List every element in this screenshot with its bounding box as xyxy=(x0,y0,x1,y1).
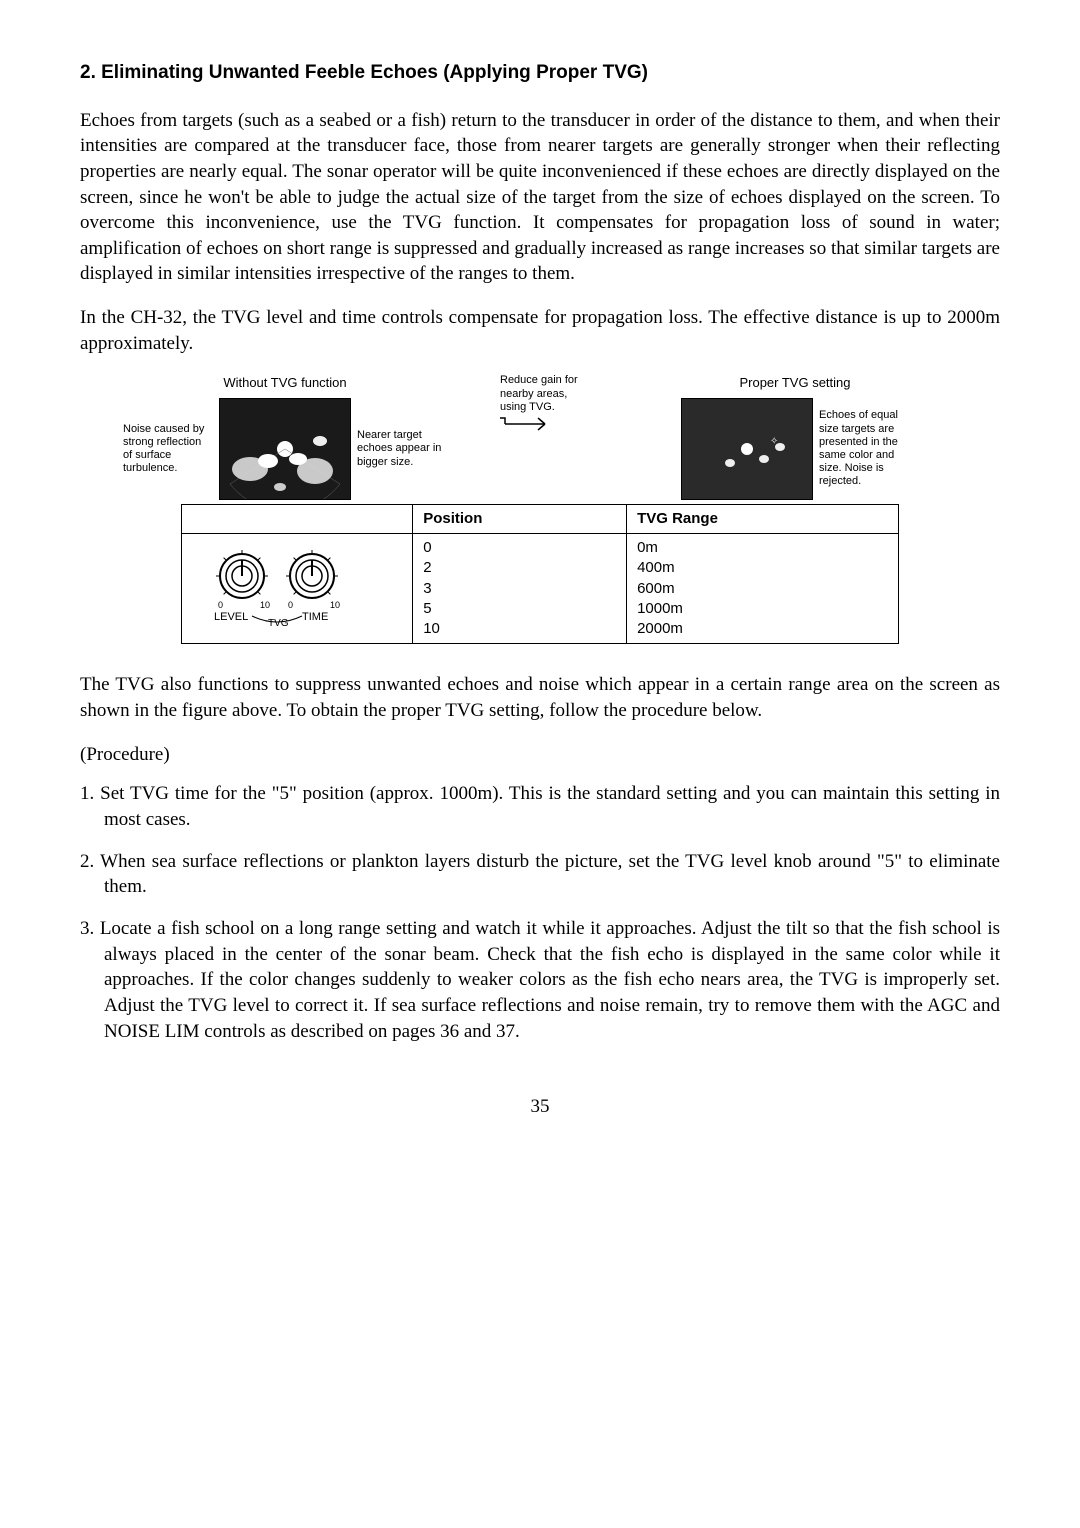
table-header-range: TVG Range xyxy=(627,504,899,533)
sonar-left-svg xyxy=(220,399,350,499)
tick-0-left: 0 xyxy=(218,600,223,610)
level-knob-icon xyxy=(216,550,268,598)
section-heading: 2. Eliminating Unwanted Feeble Echoes (A… xyxy=(80,60,1000,86)
arrow-icon xyxy=(500,414,560,434)
paragraph-suppress: The TVG also functions to suppress unwan… xyxy=(80,672,1000,723)
time-knob-icon xyxy=(286,550,338,598)
figure-without-tvg: Without TVG function Noise caused by str… xyxy=(80,374,490,500)
table-cell-knobs: 0 10 0 10 LEVEL TIME TVG xyxy=(182,534,413,644)
paragraph-ch32: In the CH-32, the TVG level and time con… xyxy=(80,305,1000,356)
table-header-blank xyxy=(182,504,413,533)
label-tvg: TVG xyxy=(268,618,289,628)
sonar-display-right: ✧ xyxy=(681,398,813,500)
procedure-step-2: 2. When sea surface reflections or plank… xyxy=(80,849,1000,900)
tick-0-right: 0 xyxy=(288,600,293,610)
label-reduce-gain: Reduce gain for nearby areas, using TVG. xyxy=(500,374,580,438)
procedure-step-3: 3. Locate a fish school on a long range … xyxy=(80,916,1000,1044)
table-header-position: Position xyxy=(413,504,627,533)
sonar-right-svg: ✧ xyxy=(682,399,812,499)
figure-proper-tvg: Proper TVG setting ✧ Echoes of equal siz… xyxy=(590,374,1000,500)
sonar-display-left xyxy=(219,398,351,500)
paragraph-intro: Echoes from targets (such as a seabed or… xyxy=(80,108,1000,287)
tvg-range-table: Position TVG Range xyxy=(181,504,899,645)
caption-without-tvg: Without TVG function xyxy=(223,374,346,392)
tick-10-left: 10 xyxy=(260,600,270,610)
tvg-figure: Without TVG function Noise caused by str… xyxy=(80,374,1000,500)
tick-10-right: 10 xyxy=(330,600,340,610)
table-cell-positions: 0 2 3 5 10 xyxy=(413,534,627,644)
label-equal-echoes: Echoes of equal size targets are present… xyxy=(819,409,909,488)
page-number: 35 xyxy=(80,1094,1000,1120)
procedure-heading: (Procedure) xyxy=(80,742,1000,768)
caption-proper-tvg: Proper TVG setting xyxy=(739,374,850,392)
svg-text:✧: ✧ xyxy=(770,436,778,447)
tvg-knobs-svg: 0 10 0 10 LEVEL TIME TVG xyxy=(192,538,372,628)
label-noise: Noise caused by strong reflection of sur… xyxy=(123,423,213,476)
procedure-step-1: 1. Set TVG time for the "5" position (ap… xyxy=(80,781,1000,832)
label-time: TIME xyxy=(302,611,328,623)
mid-label-text: Reduce gain for nearby areas, using TVG. xyxy=(500,374,578,412)
table-cell-ranges: 0m 400m 600m 1000m 2000m xyxy=(627,534,899,644)
label-level: LEVEL xyxy=(214,611,248,623)
label-nearer-target: Nearer target echoes appear in bigger si… xyxy=(357,429,447,469)
